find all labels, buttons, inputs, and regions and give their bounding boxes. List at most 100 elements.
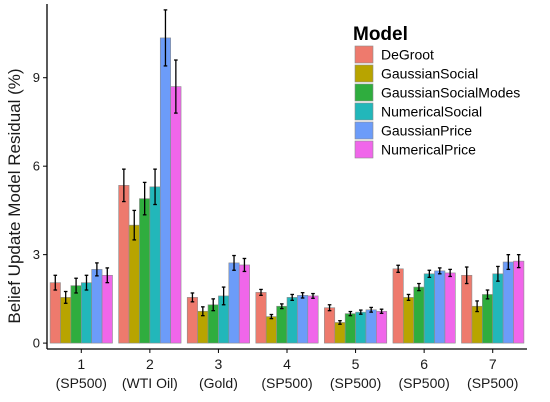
bar-gaussianprice-6 [434,270,446,344]
x-tick-label-number: 3 [215,356,223,372]
y-tick-label: 9 [33,70,40,85]
bar-gaussiansocial-4 [265,316,277,344]
error-bar [74,277,78,294]
bar-degroot-5 [324,307,336,344]
error-bar [406,293,411,301]
legend-item-gaussianprice: GaussianPrice [354,121,472,140]
bar-numericalprice-1 [101,274,113,344]
legend-label: NumericalPrice [381,142,476,158]
bar-numericalprice-5 [376,310,388,344]
x-tick-label-number: 5 [352,356,360,372]
legend-label: NumericalSocial [381,104,482,120]
bar-numericalsocial-1 [80,282,92,344]
error-bar [163,9,168,67]
bar-numericalprice-2 [170,86,182,344]
y-tick-label: 6 [33,159,40,174]
bar-numericalsocial-4 [286,297,298,344]
error-bar [84,274,89,291]
bar-gaussiansocialmodes-4 [276,305,288,344]
error-bar [327,304,332,312]
bar-gaussianprice-5 [365,309,377,344]
error-bar [396,264,400,273]
x-tick-label-asset: (SP500) [467,375,518,391]
x-tick-label-number: 4 [283,356,291,372]
error-bar [369,306,373,313]
x-tick-label-number: 2 [146,356,154,372]
error-bar [417,282,421,292]
bar-gaussianprice-7 [502,261,514,344]
x-tick-label-number: 7 [489,356,497,372]
x-axis: 1 (SP500) 2 (WTI Oil) 3 (Gold) 4 (SP500) 5 (SP500… [47,348,527,391]
y-tick-label: 3 [33,247,40,262]
error-bar [348,310,353,317]
bar-gaussiansocial-5 [334,322,346,344]
error-bar [63,290,68,304]
bar-gaussiansocial-2 [128,224,140,344]
error-bar [485,289,490,300]
error-bar [142,181,147,216]
y-axis: 0 3 6 9 [33,4,48,351]
error-bar [95,262,99,277]
error-bar [153,168,157,206]
error-bar [516,253,521,269]
legend-item-gaussiansocialmodes: GaussianSocialModes [354,83,520,102]
error-bar [53,274,58,291]
legend-swatch [354,83,374,102]
error-bar [132,209,137,241]
legend-label: GaussianSocialModes [381,85,520,101]
legend-label: GaussianPrice [381,123,472,139]
error-bar [269,313,274,320]
legend-swatch [354,45,374,64]
error-bar [464,266,469,285]
legend-label: DeGroot [381,47,434,63]
bar-numericalprice-6 [444,272,456,344]
error-bar [448,268,452,278]
error-bar [122,168,126,203]
bar-gaussianprice-1 [91,269,103,344]
bar-degroot-7 [461,274,473,344]
bar-numericalprice-7 [513,260,525,344]
error-bar [190,292,195,303]
error-bar [338,320,342,325]
x-tick-label-asset: (SP500) [261,375,312,391]
legend-swatch [354,140,374,159]
error-bar [280,303,284,310]
legend-swatch [354,121,374,140]
x-tick-label-number: 6 [420,356,428,372]
legend-item-gaussiansocial: GaussianSocial [354,64,478,83]
x-tick-label-asset: (SP500) [330,375,381,391]
bar-gaussiansocialmodes-2 [139,198,151,344]
legend-swatch [354,64,374,83]
error-bar [105,267,110,284]
error-bar [201,306,205,317]
error-bar [290,293,294,301]
error-bar [300,292,305,299]
error-bar [259,288,263,296]
error-bar [358,309,363,315]
bar-degroot-3 [186,297,198,344]
bar-gaussiansocial-1 [60,297,72,344]
error-bar [232,254,236,271]
error-bar [221,286,226,306]
legend-swatch [354,102,374,121]
bar-gaussiansocialmodes-1 [70,285,82,344]
x-tick-label-number: 1 [77,356,85,372]
error-bar [311,292,315,299]
bar-degroot-1 [49,282,61,344]
bar-numericalsocial-7 [492,273,504,344]
bar-gaussianprice-3 [228,262,240,344]
legend-item-numericalprice: NumericalPrice [354,140,476,159]
bar-degroot-4 [255,292,267,344]
bar-gaussiansocialmodes-5 [344,313,356,344]
y-axis-label: Belief Update Model Residual (%) [5,68,24,323]
error-bar [506,253,511,271]
error-bar [242,257,247,273]
x-tick-label-asset: (SP500) [56,375,107,391]
error-bar [379,308,384,314]
legend-item-degroot: DeGroot [354,45,434,64]
bar-numericalsocial-6 [423,273,435,344]
y-tick-label: 0 [33,336,40,351]
x-tick-label-asset: (WTI Oil) [122,375,178,391]
bar-gaussiansocial-6 [403,297,415,344]
